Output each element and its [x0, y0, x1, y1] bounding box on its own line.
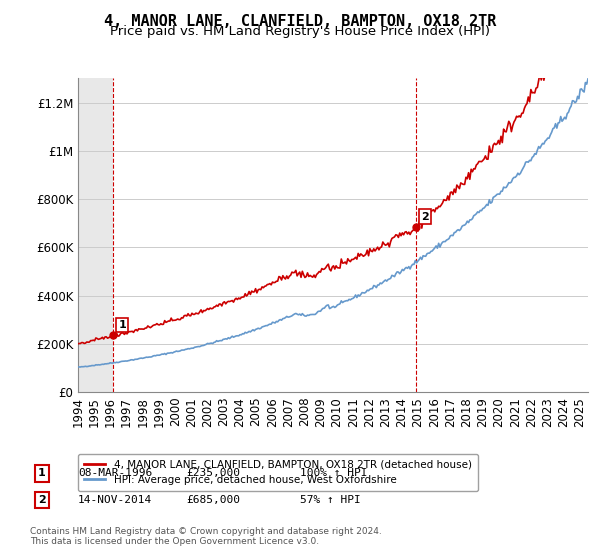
Text: 57% ↑ HPI: 57% ↑ HPI [300, 495, 361, 505]
Text: Contains HM Land Registry data © Crown copyright and database right 2024.
This d: Contains HM Land Registry data © Crown c… [30, 526, 382, 546]
Text: 100% ↑ HPI: 100% ↑ HPI [300, 468, 367, 478]
Text: Price paid vs. HM Land Registry's House Price Index (HPI): Price paid vs. HM Land Registry's House … [110, 25, 490, 38]
Text: £235,000: £235,000 [186, 468, 240, 478]
Text: £685,000: £685,000 [186, 495, 240, 505]
Bar [78, 78, 113, 392]
Text: 1: 1 [38, 468, 46, 478]
Text: 14-NOV-2014: 14-NOV-2014 [78, 495, 152, 505]
Text: 2: 2 [38, 495, 46, 505]
Text: 2: 2 [421, 212, 428, 222]
Text: 1: 1 [118, 320, 126, 330]
Text: 4, MANOR LANE, CLANFIELD, BAMPTON, OX18 2TR: 4, MANOR LANE, CLANFIELD, BAMPTON, OX18 … [104, 14, 496, 29]
Legend: 4, MANOR LANE, CLANFIELD, BAMPTON, OX18 2TR (detached house), HPI: Average price: 4, MANOR LANE, CLANFIELD, BAMPTON, OX18 … [78, 454, 478, 491]
Text: 08-MAR-1996: 08-MAR-1996 [78, 468, 152, 478]
